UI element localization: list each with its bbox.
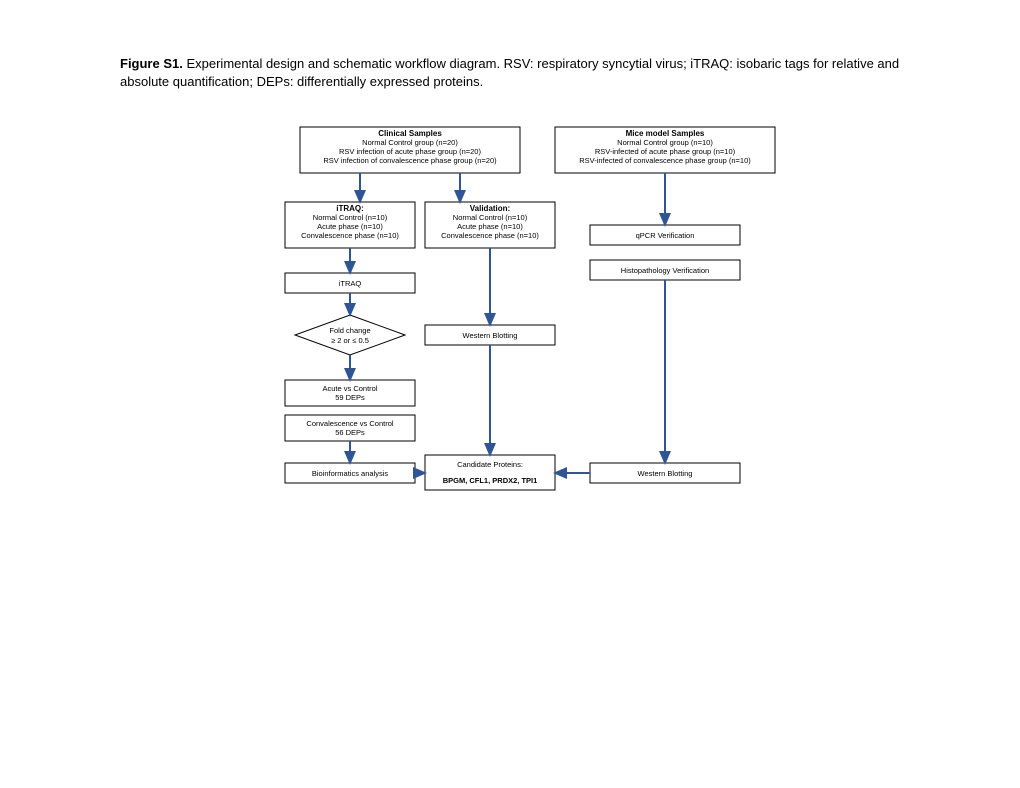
svg-text:qPCR Verification: qPCR Verification: [636, 231, 695, 240]
svg-text:56 DEPs: 56 DEPs: [335, 428, 365, 437]
svg-text:Acute phase (n=10): Acute phase (n=10): [317, 222, 383, 231]
svg-text:BPGM, CFL1, PRDX2, TPI1: BPGM, CFL1, PRDX2, TPI1: [443, 476, 538, 485]
svg-text:Convalescence phase (n=10): Convalescence phase (n=10): [301, 231, 399, 240]
svg-text:Convalescence phase (n=10): Convalescence phase (n=10): [441, 231, 539, 240]
svg-text:Acute vs Control: Acute vs Control: [322, 384, 377, 393]
svg-text:Convalescence vs Control: Convalescence vs Control: [306, 419, 393, 428]
svg-text:Normal Control group (n=10): Normal Control group (n=10): [617, 138, 713, 147]
svg-text:Normal Control group (n=20): Normal Control group (n=20): [362, 138, 458, 147]
svg-text:Histopathology Verification: Histopathology Verification: [621, 266, 709, 275]
svg-text:RSV infection of acute phase g: RSV infection of acute phase group (n=20…: [339, 147, 481, 156]
svg-text:RSV-infected of acute phase gr: RSV-infected of acute phase group (n=10): [595, 147, 736, 156]
workflow-diagram: Clinical SamplesNormal Control group (n=…: [0, 0, 1020, 788]
svg-text:Normal Control (n=10): Normal Control (n=10): [313, 213, 388, 222]
svg-text:Mice model Samples: Mice model Samples: [626, 129, 705, 138]
svg-text:iTRAQ: iTRAQ: [339, 279, 362, 288]
svg-text:Candidate Proteins:: Candidate Proteins:: [457, 460, 523, 469]
svg-text:Acute phase (n=10): Acute phase (n=10): [457, 222, 523, 231]
svg-text:Bioinformatics analysis: Bioinformatics analysis: [312, 469, 389, 478]
svg-text:Fold change: Fold change: [329, 326, 370, 335]
svg-text:Clinical Samples: Clinical Samples: [378, 129, 442, 138]
svg-text:Western Blotting: Western Blotting: [638, 469, 693, 478]
figure-page: Figure S1. Experimental design and schem…: [0, 0, 1020, 788]
svg-text:59 DEPs: 59 DEPs: [335, 393, 365, 402]
svg-text:Validation:: Validation:: [470, 204, 510, 213]
svg-text:Normal Control (n=10): Normal Control (n=10): [453, 213, 528, 222]
svg-text:iTRAQ:: iTRAQ:: [336, 204, 364, 213]
svg-text:RSV-infected of convalescence: RSV-infected of convalescence phase grou…: [579, 156, 751, 165]
svg-text:RSV infection of convalescence: RSV infection of convalescence phase gro…: [323, 156, 497, 165]
svg-text:≥ 2 or ≤ 0.5: ≥ 2 or ≤ 0.5: [331, 336, 369, 345]
svg-text:Western Blotting: Western Blotting: [463, 331, 518, 340]
